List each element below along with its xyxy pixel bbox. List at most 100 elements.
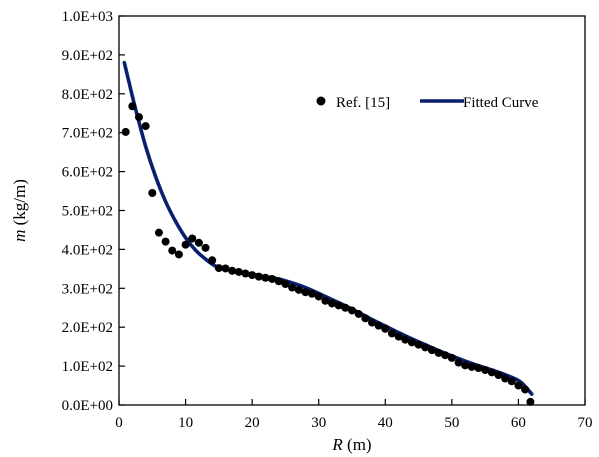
y-tick-label: 2.0E+02 (62, 320, 113, 336)
data-point (121, 127, 130, 136)
data-point (514, 381, 523, 390)
plot-border (118, 15, 586, 406)
fitted-curve-layer (122, 60, 534, 396)
data-point (447, 353, 456, 362)
data-point (261, 273, 270, 282)
x-tick-label: 40 (378, 415, 393, 431)
x-tick-label: 60 (511, 415, 526, 431)
y-axis-title: m (kg/m) (10, 179, 29, 242)
data-point (381, 324, 390, 333)
data-point (434, 348, 443, 357)
data-point (174, 250, 183, 259)
data-point (387, 329, 396, 338)
data-point (301, 288, 310, 297)
y-tick-label: 3.0E+02 (62, 281, 113, 297)
data-point (414, 340, 423, 349)
data-point (294, 285, 303, 294)
data-point (188, 234, 197, 243)
data-point (481, 365, 490, 374)
x-axis-title-symbol: R (331, 435, 343, 454)
data-point (407, 338, 416, 347)
x-tick-label: 50 (444, 415, 459, 431)
data-point (281, 280, 290, 289)
x-axis-ticks: 0 10 20 30 40 50 60 70 (115, 399, 593, 431)
data-point (194, 238, 203, 247)
data-point (234, 267, 243, 276)
data-point (421, 343, 430, 352)
data-point (487, 368, 496, 377)
data-point (401, 335, 410, 344)
data-point (367, 318, 376, 327)
data-point (288, 283, 297, 292)
data-point (501, 374, 510, 383)
data-point (141, 122, 150, 131)
data-point (474, 364, 483, 373)
x-axis-title-unit: (m) (343, 435, 372, 454)
data-point (241, 269, 250, 278)
data-point (454, 358, 463, 367)
y-axis-title-unit: (kg/m) (10, 179, 29, 230)
data-point (148, 188, 157, 197)
y-tick-label: 0.0E+00 (62, 398, 113, 414)
data-point (201, 243, 210, 252)
x-tick-label: 30 (311, 415, 326, 431)
x-tick-label: 20 (245, 415, 260, 431)
data-point (308, 289, 317, 298)
data-point (354, 309, 363, 318)
data-point (134, 113, 143, 122)
y-tick-label: 5.0E+02 (62, 204, 113, 220)
data-point (128, 102, 137, 111)
data-point (248, 271, 257, 280)
data-point (228, 266, 237, 275)
y-axis-ticks: 0.0E+00 1.0E+02 2.0E+02 3.0E+02 4.0E+02 5.0E+… (62, 9, 125, 414)
data-point (328, 299, 337, 308)
legend-label-fit: Fitted Curve (463, 95, 539, 111)
data-point (208, 256, 217, 265)
legend: Ref. [15] Fitted Curve (316, 95, 539, 111)
data-point (268, 274, 277, 283)
y-tick-label: 7.0E+02 (62, 126, 113, 142)
legend-label-ref: Ref. [15] (336, 95, 390, 111)
data-point (427, 346, 436, 355)
y-tick-label: 9.0E+02 (62, 48, 113, 64)
data-point (254, 272, 263, 281)
data-point (168, 246, 177, 255)
data-point (341, 303, 350, 312)
data-point (314, 292, 323, 301)
data-point (348, 306, 356, 315)
data-point (507, 377, 516, 386)
data-point (161, 237, 170, 246)
x-axis-title: R (m) (331, 435, 371, 454)
data-point (181, 240, 190, 249)
y-tick-label: 6.0E+02 (62, 165, 113, 181)
data-point (467, 362, 476, 371)
y-tick-label: 4.0E+02 (62, 242, 113, 258)
data-point (526, 397, 535, 406)
legend-marker-ref (316, 96, 326, 106)
data-point (321, 296, 330, 305)
x-tick-label: 70 (578, 415, 593, 431)
y-axis-title-symbol: m (10, 230, 29, 242)
y-tick-label: 8.0E+02 (62, 87, 113, 103)
x-tick-label: 0 (115, 415, 123, 431)
data-point (221, 264, 230, 273)
plot-frame (118, 15, 586, 406)
data-point (361, 314, 370, 323)
data-point (394, 332, 403, 341)
y-tick-label: 1.0E+03 (62, 9, 113, 25)
data-point (441, 351, 450, 360)
data-point (461, 361, 470, 370)
fitted-curve-line (122, 60, 534, 396)
data-point (521, 385, 530, 394)
data-point (494, 371, 503, 380)
data-point (374, 321, 383, 330)
data-point (274, 277, 283, 286)
y-tick-label: 1.0E+02 (62, 359, 113, 375)
x-tick-label: 10 (178, 415, 193, 431)
data-points-layer (121, 102, 535, 406)
data-point (154, 228, 163, 237)
data-point (334, 301, 343, 310)
data-point (214, 264, 223, 273)
